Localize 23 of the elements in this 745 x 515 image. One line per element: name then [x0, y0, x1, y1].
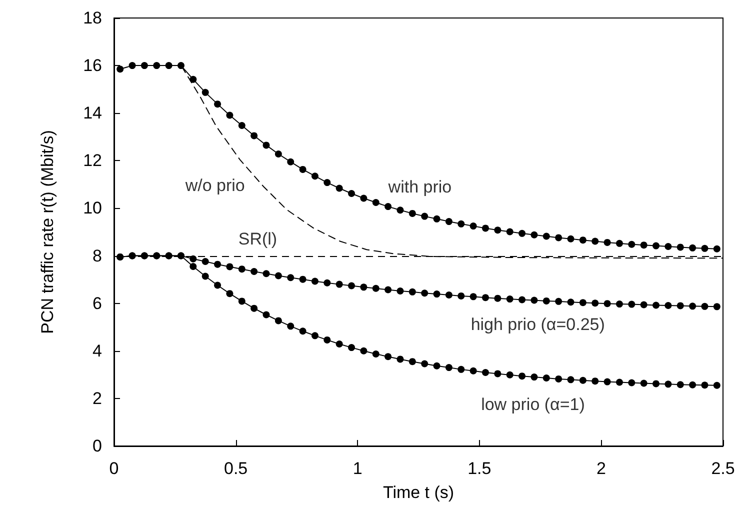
- x-axis-title: Time t (s): [382, 483, 454, 502]
- y-tick-label: 6: [92, 294, 102, 313]
- y-tick-label: 4: [92, 341, 102, 360]
- y-tick-label: 16: [83, 56, 102, 76]
- series-label: with prio: [387, 177, 452, 196]
- series-label: w/o prio: [184, 176, 245, 196]
- series-label: low prio (α=1): [481, 394, 585, 414]
- ref-line-label: SR(l): [238, 229, 278, 248]
- y-axis-title: PCN traffic rate r(t) (Mbit/s): [38, 130, 57, 334]
- x-tick-label: 1: [352, 459, 362, 478]
- y-tick-label: 10: [83, 198, 102, 218]
- x-tick-label: 2: [596, 459, 606, 478]
- x-tick-label: 0.5: [224, 459, 248, 478]
- y-tick-label: 8: [92, 246, 102, 266]
- y-tick-label: 0: [92, 436, 102, 456]
- series-label: high prio (α=0.25): [470, 315, 605, 334]
- x-tick-label: 2.5: [711, 459, 735, 478]
- y-tick-label: 14: [83, 104, 102, 123]
- y-tick-label: 12: [83, 151, 102, 170]
- x-tick-label: 1.5: [468, 459, 492, 478]
- y-tick-label: 2: [92, 388, 102, 408]
- y-tick-label: 18: [83, 8, 102, 28]
- x-tick-label: 0: [109, 459, 119, 478]
